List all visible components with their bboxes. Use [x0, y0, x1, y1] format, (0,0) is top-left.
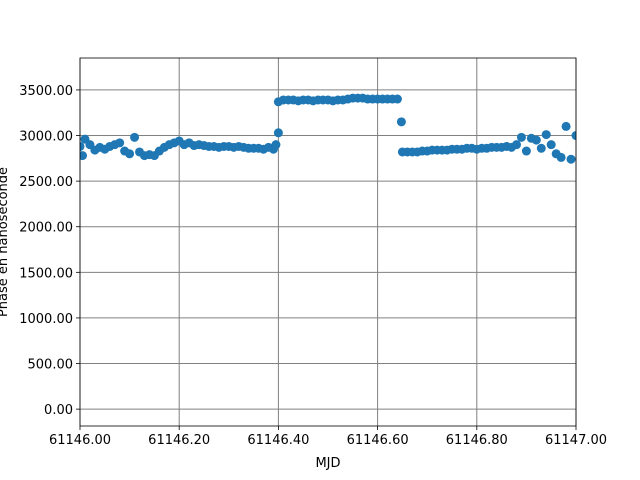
y-tick-label: 3000.00 — [19, 130, 73, 145]
point — [396, 117, 406, 127]
ticks: 61146.00 61146.20 61146.40 61146.60 61146.80… — [19, 84, 607, 448]
point — [115, 138, 125, 148]
x-tick-label: 61146.60 — [347, 433, 409, 448]
x-tick-label: 61146.20 — [148, 433, 210, 448]
point — [531, 135, 541, 145]
point — [521, 146, 531, 156]
point — [80, 141, 85, 151]
point — [516, 132, 526, 142]
x-tick-label: 61147.00 — [545, 433, 607, 448]
y-tick-label: 2500.00 — [19, 175, 73, 190]
point — [541, 130, 551, 140]
plot-area — [80, 93, 576, 164]
point — [561, 121, 571, 131]
point — [536, 143, 546, 153]
y-tick-label: 0.00 — [44, 403, 73, 418]
y-tick-label: 3500.00 — [19, 84, 73, 99]
point — [392, 94, 402, 104]
x-tick-label: 61146.80 — [446, 433, 508, 448]
y-tick-label: 1000.00 — [19, 312, 73, 327]
point — [566, 154, 576, 164]
point — [511, 140, 521, 150]
point — [271, 140, 281, 150]
x-axis-label: MJD — [315, 456, 340, 471]
point — [80, 151, 87, 161]
y-tick-label: 2000.00 — [19, 221, 73, 236]
x-tick-label: 61146.40 — [247, 433, 309, 448]
point — [125, 149, 135, 159]
point — [571, 131, 576, 141]
point — [546, 140, 556, 150]
point — [130, 132, 140, 142]
point — [273, 128, 283, 138]
x-tick-label: 61146.00 — [49, 433, 111, 448]
y-axis-label: Phase en nanoseconde — [0, 167, 11, 317]
y-tick-label: 1500.00 — [19, 266, 73, 281]
point — [556, 152, 566, 162]
y-tick-label: 500.00 — [28, 358, 74, 373]
axes-frame — [79, 57, 577, 427]
